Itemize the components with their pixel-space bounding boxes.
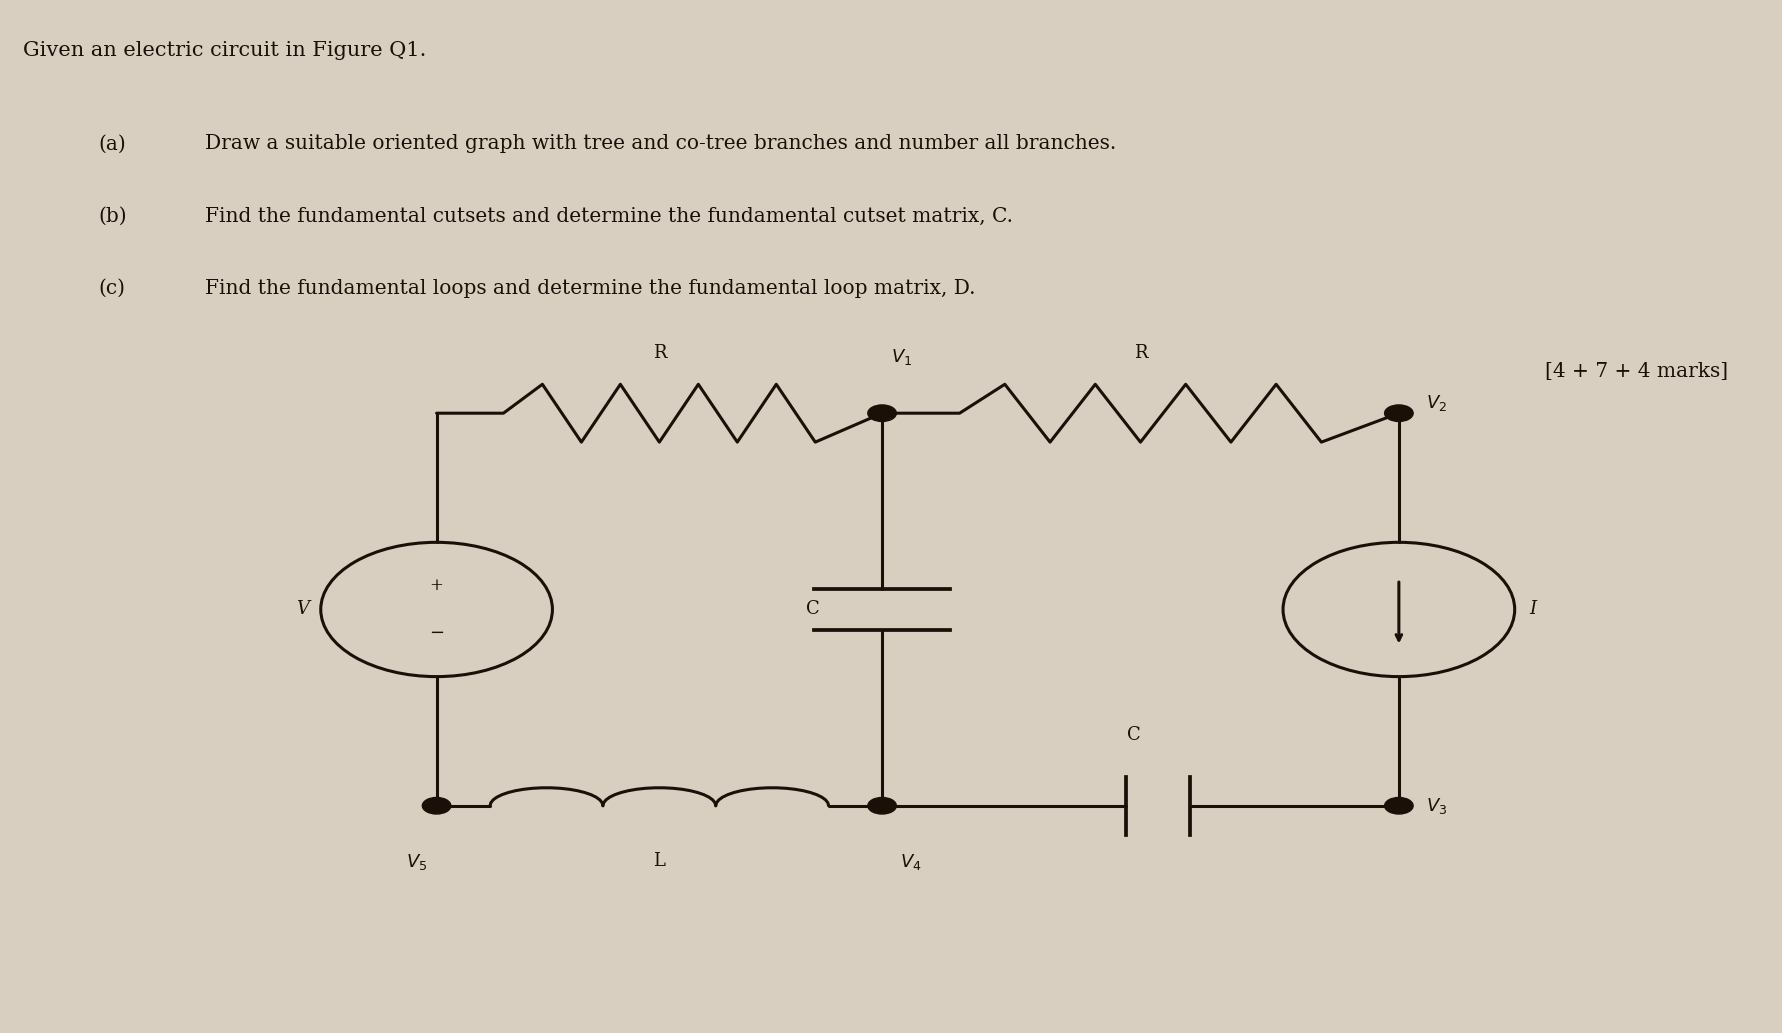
Circle shape <box>868 405 896 421</box>
Text: L: L <box>654 852 665 870</box>
Circle shape <box>1385 797 1413 814</box>
Text: Given an electric circuit in Figure Q1.: Given an electric circuit in Figure Q1. <box>23 41 426 60</box>
Text: $V_1$: $V_1$ <box>891 347 912 367</box>
Text: −: − <box>429 624 444 641</box>
Circle shape <box>422 797 451 814</box>
Text: $V_2$: $V_2$ <box>1426 393 1447 413</box>
Text: I: I <box>1529 600 1536 619</box>
Circle shape <box>868 797 896 814</box>
Text: Find the fundamental cutsets and determine the fundamental cutset matrix, C.: Find the fundamental cutsets and determi… <box>205 207 1012 225</box>
Text: (b): (b) <box>98 207 127 225</box>
Text: $V_4$: $V_4$ <box>900 852 921 872</box>
Text: $V_3$: $V_3$ <box>1426 795 1447 816</box>
Text: (c): (c) <box>98 279 125 298</box>
Text: Find the fundamental loops and determine the fundamental loop matrix, D.: Find the fundamental loops and determine… <box>205 279 975 298</box>
Text: C: C <box>805 600 820 619</box>
Text: V: V <box>296 600 310 619</box>
Text: [4 + 7 + 4 marks]: [4 + 7 + 4 marks] <box>1545 362 1729 380</box>
Text: (a): (a) <box>98 134 127 153</box>
Text: +: + <box>429 577 444 594</box>
Text: $V_5$: $V_5$ <box>406 852 428 872</box>
Text: R: R <box>652 344 666 362</box>
Text: Draw a suitable oriented graph with tree and co-tree branches and number all bra: Draw a suitable oriented graph with tree… <box>205 134 1116 153</box>
Text: C: C <box>1126 726 1140 744</box>
Text: R: R <box>1133 344 1148 362</box>
Circle shape <box>1385 405 1413 421</box>
